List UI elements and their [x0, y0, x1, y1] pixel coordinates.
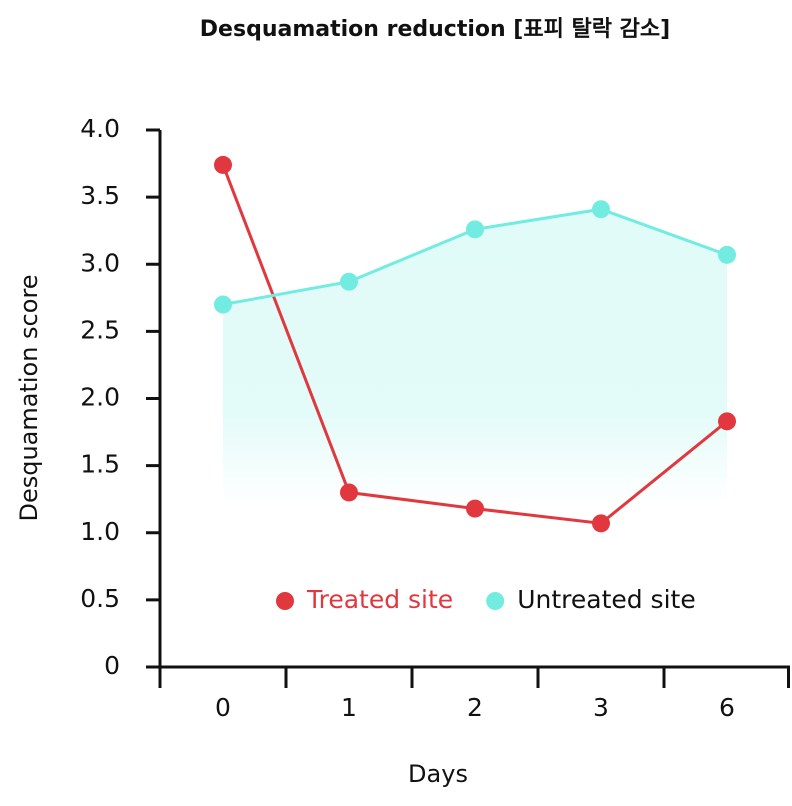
y-tick-label: 2.0	[80, 383, 120, 412]
data-point	[718, 412, 736, 431]
legend-marker	[276, 592, 294, 610]
data-point	[592, 200, 610, 219]
y-tick-label: 1.5	[80, 450, 120, 479]
legend-marker	[486, 592, 505, 610]
data-point	[214, 155, 232, 174]
legend-label: Untreated site	[517, 585, 696, 614]
y-tick-label: 1.0	[80, 517, 120, 546]
data-point	[466, 220, 484, 239]
x-axis-label: Days	[408, 760, 468, 788]
area-fill	[223, 164, 727, 524]
y-tick-label: 2.5	[80, 315, 120, 344]
x-tick-label: 6	[719, 693, 735, 722]
chart-title: Desquamation reduction [표피 탈락 감소]	[200, 17, 670, 42]
data-point	[340, 272, 358, 291]
data-point	[718, 245, 736, 264]
x-tick-label: 1	[341, 693, 357, 722]
y-tick-label: 3.5	[80, 181, 120, 210]
x-tick-label: 0	[215, 693, 231, 722]
y-tick-label: 0	[104, 651, 120, 680]
x-tick-label: 2	[467, 693, 483, 722]
y-tick-label: 4.0	[80, 114, 120, 143]
data-point	[592, 514, 610, 533]
legend-label: Treated site	[306, 585, 453, 614]
y-axis-label: Desquamation score	[15, 274, 43, 521]
x-tick-label: 3	[593, 693, 609, 722]
data-point	[340, 483, 358, 502]
y-tick-label: 0.5	[80, 584, 120, 613]
data-point	[214, 295, 232, 314]
y-tick-label: 3.0	[80, 248, 120, 277]
data-point	[466, 499, 484, 518]
